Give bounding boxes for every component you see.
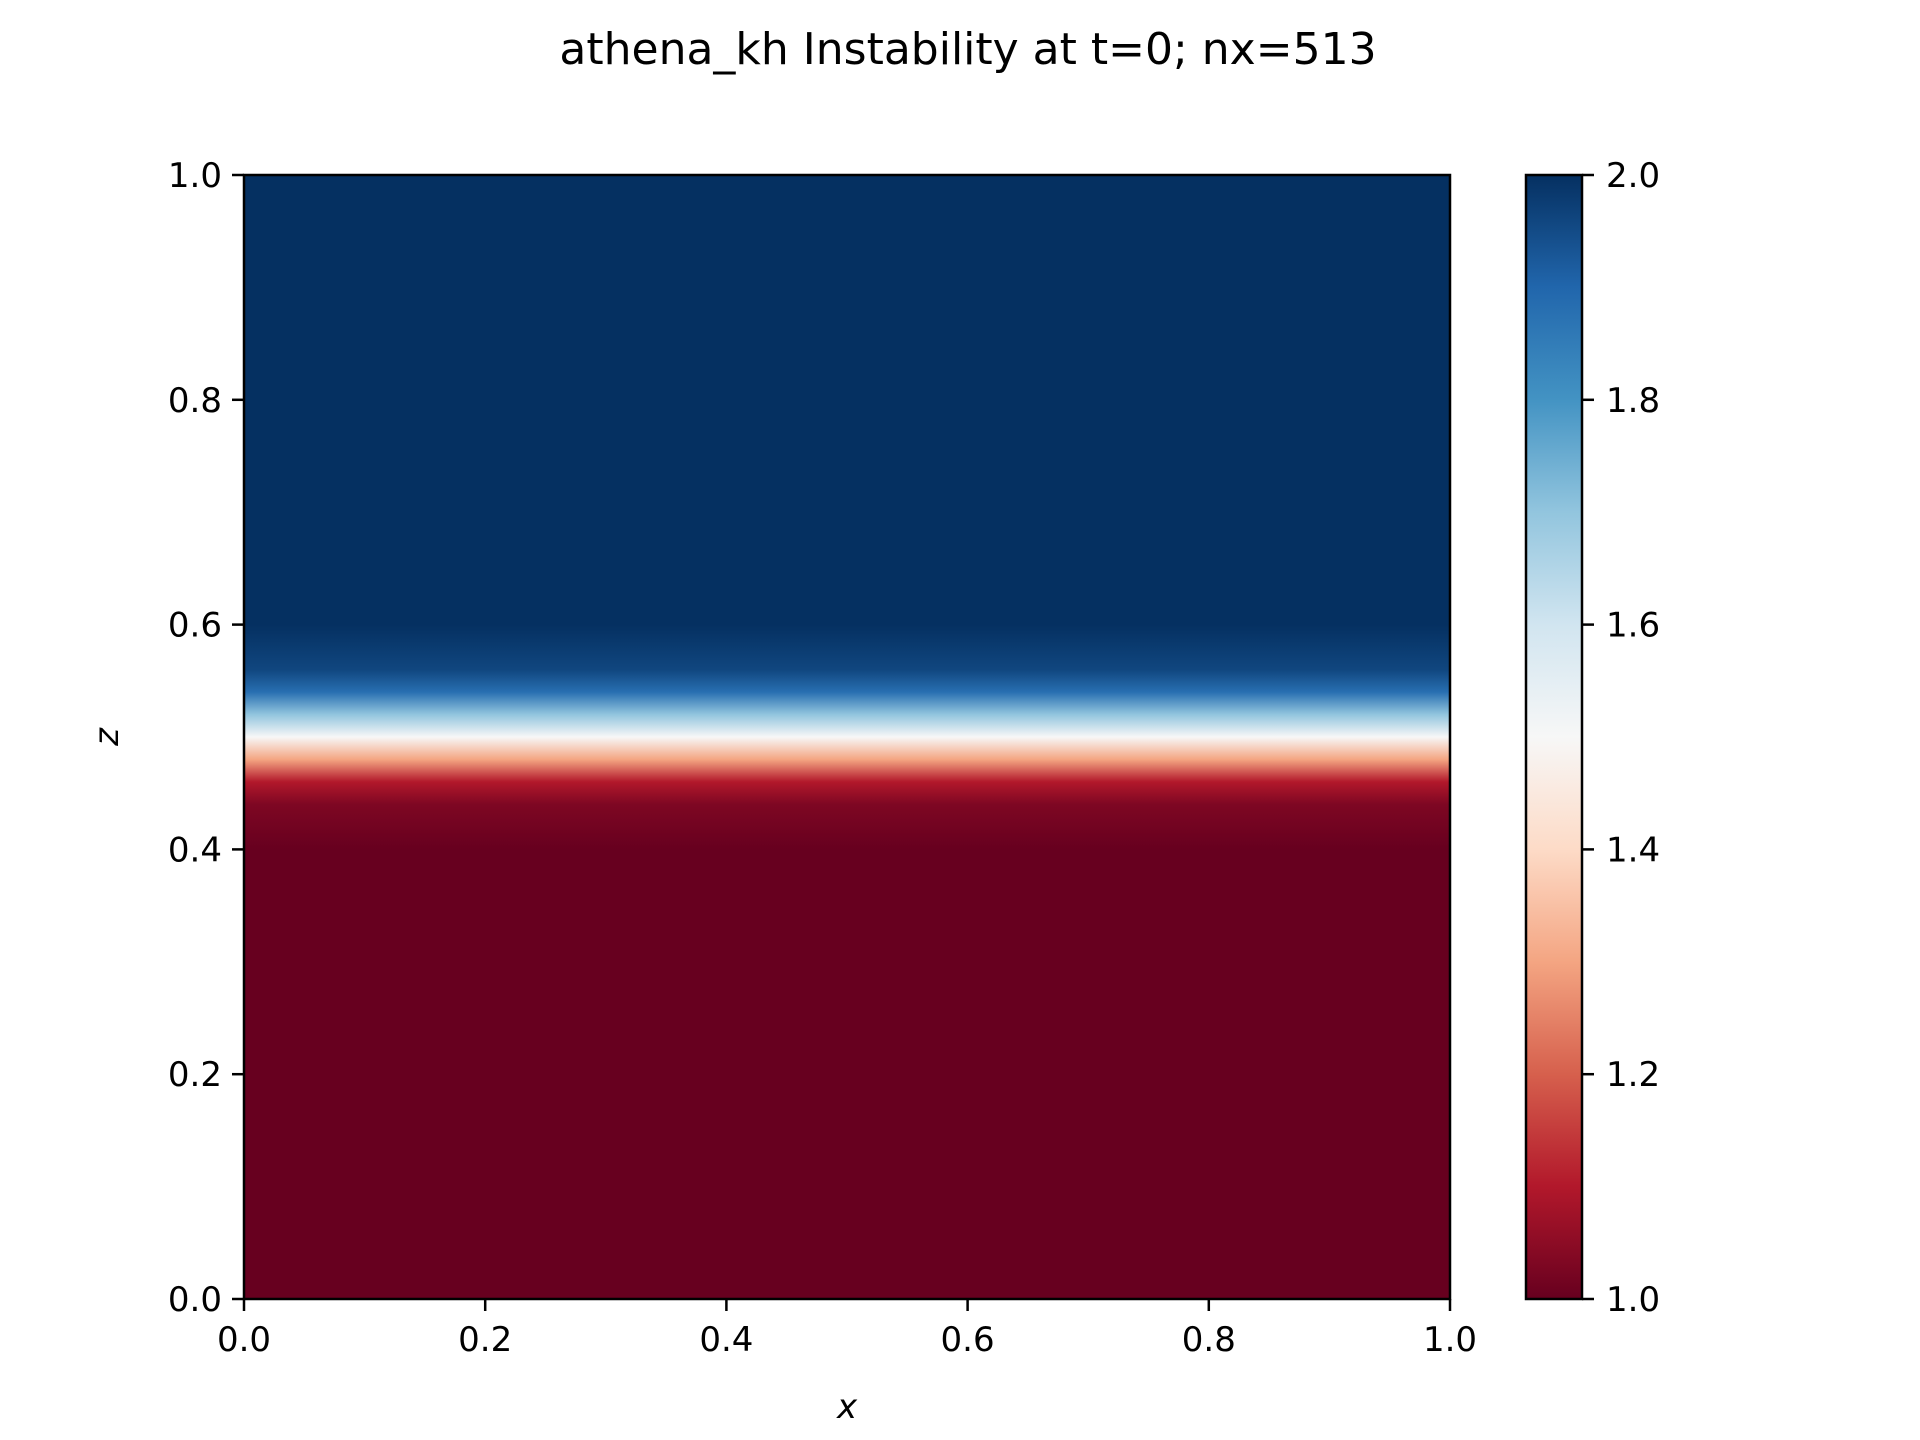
y-tick-label: 0.6 [168,606,222,646]
colorbar-frame [1524,173,1584,1301]
x-tick-label: 0.8 [1182,1320,1236,1360]
heatmap-field [244,175,1450,1299]
y-tick-label: 0.0 [168,1280,222,1320]
x-axis: 0.0 0.2 0.4 0.6 0.8 1.0 [217,1299,1477,1360]
colorbar-tick-label: 1.2 [1606,1055,1660,1095]
y-tick-label: 1.0 [168,156,222,196]
x-tick-label: 0.0 [217,1320,271,1360]
colorbar-tick-label: 2.0 [1606,156,1660,196]
colorbar [1526,175,1582,1299]
colorbar-tick-label: 1.4 [1606,830,1660,870]
y-axis-label: z [87,727,127,747]
y-tick-label: 0.4 [168,830,222,870]
y-tick-label: 0.2 [168,1055,222,1095]
x-tick-label: 1.0 [1423,1320,1477,1360]
chart-title: athena_kh Instability at t=0; nx=513 [559,24,1376,75]
colorbar-tick-label: 1.8 [1606,381,1660,421]
x-axis-label: x [836,1387,858,1427]
y-axis: 0.0 0.2 0.4 0.6 0.8 1.0 [168,156,244,1320]
plot-frame [242,173,1452,1301]
x-tick-label: 0.6 [941,1320,995,1360]
x-tick-label: 0.4 [699,1320,753,1360]
colorbar-tick-label: 1.6 [1606,606,1660,646]
x-tick-label: 0.2 [458,1320,512,1360]
colorbar-tick-label: 1.0 [1606,1280,1660,1320]
y-tick-label: 0.8 [168,381,222,421]
colorbar-axis: 1.0 1.2 1.4 1.6 1.8 2.0 [1582,156,1660,1320]
